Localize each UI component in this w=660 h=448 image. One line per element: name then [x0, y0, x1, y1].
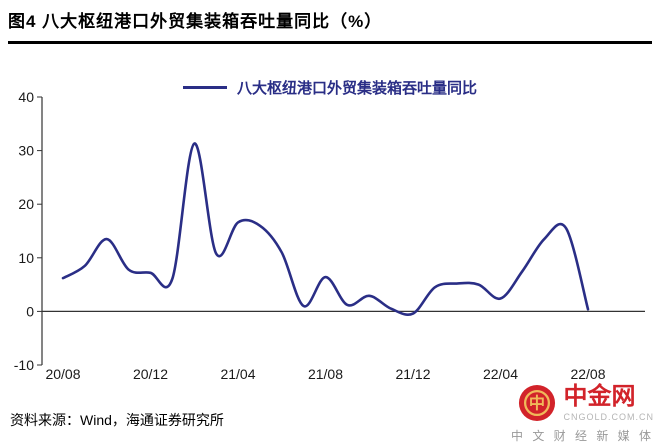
figure-title: 图4 八大枢纽港口外贸集装箱吞吐量同比（%）: [8, 12, 383, 31]
legend-label: 八大枢纽港口外贸集装箱吞吐量同比: [236, 80, 477, 97]
x-tick-label: 21/08: [308, 366, 343, 382]
cngold-logo-icon: 中: [519, 384, 556, 422]
x-tick-label: 21/12: [395, 366, 430, 382]
watermark-tagline: 中 文 财 经 新 媒 体: [510, 429, 654, 443]
y-tick-label: 0: [26, 303, 34, 319]
x-tick-label: 22/04: [483, 366, 518, 382]
x-tick-label: 21/04: [220, 366, 255, 382]
x-tick-label: 20/12: [133, 366, 168, 382]
watermark-text-col: 中金网 CNGOLD.COM.CN: [563, 382, 654, 422]
y-tick-label: 20: [18, 196, 34, 212]
y-tick-label: 40: [18, 90, 34, 105]
y-tick-label: 30: [18, 143, 34, 159]
watermark: 中 中金网 CNGOLD.COM.CN 中 文 财 经 新 媒 体: [511, 384, 654, 444]
throughput-chart: -10 0 10 20 30 40 20/08 20/12 21/04 21/08 21/12 22/…: [14, 90, 645, 382]
figure-header: 图4 八大枢纽港口外贸集装箱吞吐量同比（%）: [8, 7, 652, 44]
x-tick-label: 22/08: [570, 366, 605, 382]
watermark-domain: CNGOLD.COM.CN: [563, 411, 654, 422]
series-line: [61, 142, 590, 317]
chart-legend: 八大枢纽港口外贸集装箱吞吐量同比: [0, 77, 660, 98]
x-tick-label: 20/08: [45, 366, 80, 382]
y-tick-label: 10: [18, 250, 34, 266]
legend-line-swatch: [182, 86, 227, 89]
source-note: 资料来源：Wind，海通证券研究所: [10, 412, 224, 428]
watermark-row: 中 中金网 CNGOLD.COM.CN: [518, 384, 654, 422]
y-tick-label: -10: [14, 357, 34, 373]
svg-text:中: 中: [529, 394, 545, 413]
watermark-brand: 中金网: [563, 382, 636, 410]
